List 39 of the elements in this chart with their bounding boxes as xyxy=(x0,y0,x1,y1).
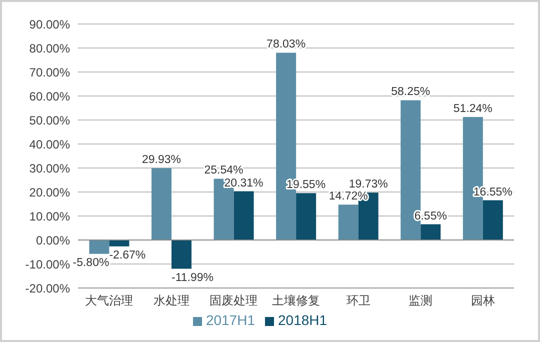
y-tick-label: 80.00% xyxy=(29,41,70,56)
data-label: 25.54% xyxy=(204,164,244,177)
x-tick-label: 园林 xyxy=(470,294,495,308)
data-label: -11.99% xyxy=(171,272,214,284)
bar xyxy=(482,200,503,240)
bar xyxy=(89,240,110,254)
x-tick-label: 监测 xyxy=(408,294,433,308)
y-tick-label: 10.00% xyxy=(29,209,70,224)
x-tick-label: 环卫 xyxy=(346,294,370,308)
data-label: 58.25% xyxy=(391,86,430,98)
data-label: 51.24% xyxy=(453,103,492,116)
x-tick-label: 土壤修复 xyxy=(272,294,320,308)
legend-label: 2017H1 xyxy=(206,312,255,328)
y-tick-label: 20.00% xyxy=(29,185,70,200)
y-tick-label: 70.00% xyxy=(29,65,70,80)
x-tick-label: 水处理 xyxy=(153,294,190,308)
data-label: 29.93% xyxy=(142,154,182,166)
y-tick-label: 50.00% xyxy=(29,113,70,128)
bar xyxy=(109,240,130,246)
y-tick-label: 40.00% xyxy=(29,137,70,152)
bar xyxy=(171,240,192,269)
y-tick-label: 60.00% xyxy=(29,89,70,104)
data-label: 19.73% xyxy=(348,178,388,191)
x-tick-label: 固废处理 xyxy=(210,294,258,308)
x-tick-label: 大气治理 xyxy=(85,294,134,308)
data-label: -2.67% xyxy=(109,249,146,262)
bar xyxy=(151,168,172,240)
y-tick-label: 30.00% xyxy=(29,161,70,176)
bar xyxy=(338,204,358,240)
data-label: 78.03% xyxy=(266,38,306,51)
bar xyxy=(296,193,316,240)
y-tick-label: 90.00% xyxy=(29,17,70,32)
data-label: -5.80% xyxy=(72,256,110,269)
y-tick-label: -10.00% xyxy=(25,257,70,272)
y-tick-label: 0.00% xyxy=(36,233,70,248)
bar xyxy=(234,191,254,240)
y-tick-label: -20.00% xyxy=(25,281,70,296)
bar xyxy=(420,224,441,240)
legend-label: 2018H1 xyxy=(278,312,328,328)
